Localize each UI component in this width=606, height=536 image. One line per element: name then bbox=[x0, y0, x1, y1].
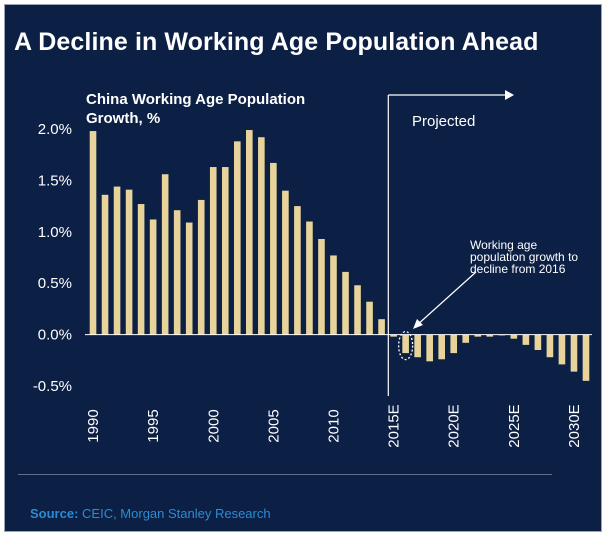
bar-2006 bbox=[282, 190, 289, 335]
bar-2001 bbox=[221, 167, 229, 335]
bar-2027E bbox=[534, 334, 542, 351]
bar-2022E bbox=[474, 334, 482, 337]
bar-2004 bbox=[258, 137, 265, 335]
x-tick-label: 1990 bbox=[85, 409, 102, 442]
bar-2030E bbox=[570, 334, 578, 372]
bar-1998 bbox=[185, 222, 193, 335]
projected-label: Projected bbox=[412, 113, 476, 130]
bar-2011 bbox=[342, 271, 349, 335]
source-label: Source: bbox=[30, 506, 79, 521]
y-tick-label: 0.0% bbox=[38, 327, 72, 344]
highlight-circle bbox=[397, 330, 414, 361]
annotation-arrow-head bbox=[413, 319, 423, 329]
bar-2005 bbox=[270, 162, 277, 335]
chart-title: China Working Age Population Growth, % bbox=[86, 91, 306, 127]
bar-2025E bbox=[510, 334, 518, 339]
bar-2015E bbox=[390, 334, 397, 337]
x-tick-label: 2030E bbox=[566, 404, 583, 447]
y-tick-label: -0.5% bbox=[33, 378, 72, 395]
bar-2029E bbox=[558, 334, 566, 365]
x-tick-label: 2010 bbox=[325, 409, 342, 442]
y-tick-label: 2.0% bbox=[38, 121, 72, 138]
bar-2012 bbox=[354, 285, 361, 335]
bar-1994 bbox=[137, 204, 145, 335]
bar-1995 bbox=[149, 219, 157, 335]
annotation-text: Working age population growth to decline… bbox=[470, 238, 579, 276]
annotation-arrow-line bbox=[415, 271, 477, 327]
bar-2008 bbox=[306, 221, 313, 335]
footer-divider bbox=[18, 474, 552, 475]
bar-1990 bbox=[89, 131, 97, 335]
x-tick-label: 2005 bbox=[265, 409, 282, 442]
bar-2002 bbox=[233, 141, 241, 335]
bar-2009 bbox=[318, 239, 325, 335]
bar-2016E bbox=[402, 334, 409, 354]
source-note: Source: CEIC, Morgan Stanley Research bbox=[30, 506, 271, 521]
bar-1999 bbox=[197, 199, 205, 335]
x-tick-label: 1995 bbox=[145, 409, 162, 442]
bar-2013 bbox=[366, 301, 373, 335]
bar-2007 bbox=[294, 206, 301, 335]
y-tick-label: 1.0% bbox=[38, 224, 72, 241]
y-tick-label: 1.5% bbox=[38, 172, 72, 189]
bar-2026E bbox=[522, 334, 530, 345]
projection-arrow-head bbox=[505, 90, 514, 100]
bar-2020E bbox=[450, 334, 458, 354]
bar-2021E bbox=[462, 334, 470, 343]
x-tick-label: 2015E bbox=[386, 404, 403, 447]
x-tick-label: 2000 bbox=[205, 409, 222, 442]
bar-1996 bbox=[161, 174, 169, 335]
bar-1991 bbox=[101, 194, 109, 335]
source-text: CEIC, Morgan Stanley Research bbox=[78, 506, 271, 521]
bar-2000 bbox=[209, 167, 217, 335]
page-title: A Decline in Working Age Population Ahea… bbox=[14, 28, 539, 56]
bar-2010 bbox=[330, 255, 337, 335]
x-tick-label: 2025E bbox=[506, 404, 523, 447]
bar-2028E bbox=[546, 334, 554, 358]
bar-2018E bbox=[426, 334, 433, 362]
bar-1992 bbox=[113, 186, 121, 335]
bar-2023E bbox=[486, 334, 494, 337]
bar-2019E bbox=[438, 334, 446, 360]
bar-2003 bbox=[246, 130, 253, 335]
bar-1993 bbox=[125, 189, 133, 335]
y-tick-label: 0.5% bbox=[38, 275, 72, 292]
bar-2017E bbox=[414, 334, 421, 358]
bar-1997 bbox=[173, 210, 181, 335]
bar-2014 bbox=[378, 319, 385, 335]
x-tick-label: 2020E bbox=[446, 404, 463, 447]
bar-undefined bbox=[582, 334, 590, 381]
